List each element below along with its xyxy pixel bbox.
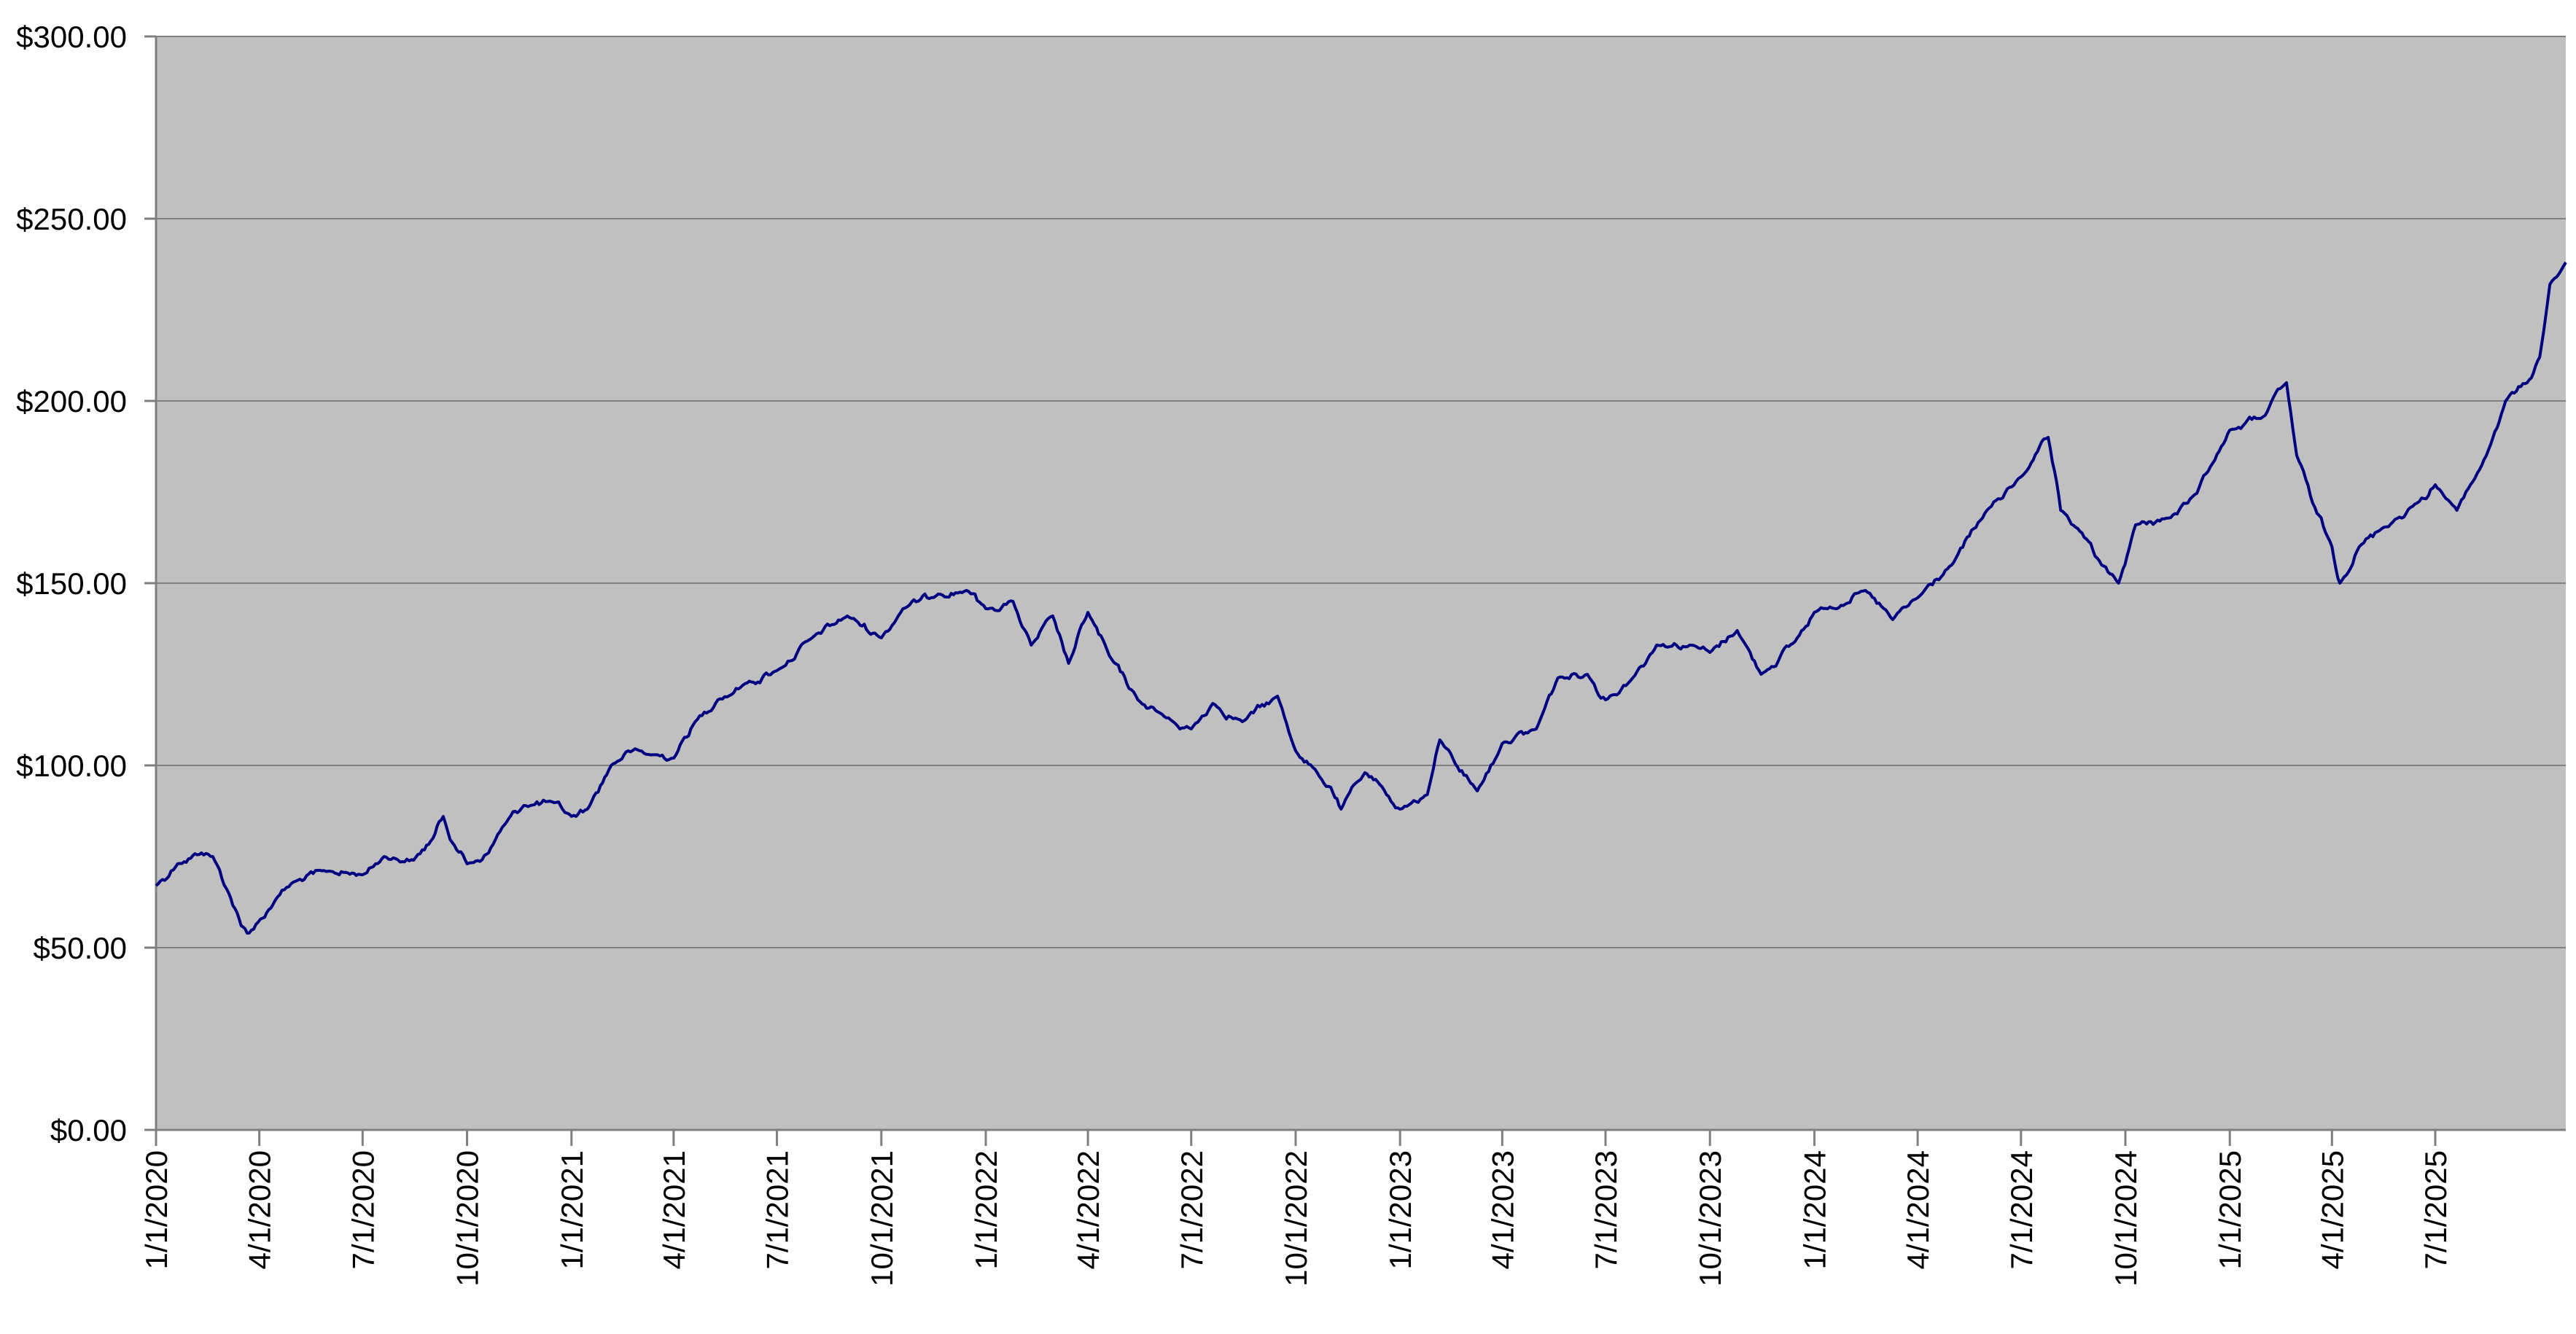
x-tick-label-7: 10/1/2021: [865, 1150, 899, 1287]
x-tick-label-6: 7/1/2021: [760, 1150, 795, 1270]
x-tick-label-1: 4/1/2020: [243, 1150, 277, 1270]
y-tick-label-5: $250.00: [16, 202, 127, 236]
x-tick-label-8: 1/1/2022: [969, 1150, 1003, 1270]
x-tick-label-15: 10/1/2023: [1693, 1150, 1727, 1287]
x-tick-label-22: 7/1/2025: [2419, 1150, 2453, 1270]
y-tick-label-3: $150.00: [16, 566, 127, 601]
price-series: [155, 261, 2567, 935]
x-tick-label-14: 7/1/2023: [1589, 1150, 1623, 1270]
y-tick-label-1: $50.00: [34, 931, 127, 965]
x-tick-label-17: 4/1/2024: [1901, 1150, 1935, 1270]
x-tick-label-4: 1/1/2021: [555, 1150, 589, 1270]
y-tick-label-6: $300.00: [16, 20, 127, 54]
x-tick-label-0: 1/1/2020: [139, 1150, 174, 1270]
series-line: [155, 261, 2567, 935]
x-tick-label-20: 1/1/2025: [2213, 1150, 2247, 1270]
x-axis-tick-labels: 1/1/2020 4/1/2020 7/1/2020 10/1/2020 1/1/202…: [139, 1150, 2453, 1287]
x-tick-label-11: 10/1/2022: [1279, 1150, 1313, 1287]
x-tick-label-19: 10/1/2024: [2109, 1150, 2143, 1287]
y-tick-label-2: $100.00: [16, 749, 127, 783]
axes: [144, 35, 2566, 1146]
x-tick-label-10: 7/1/2022: [1175, 1150, 1209, 1270]
x-tick-label-12: 1/1/2023: [1383, 1150, 1417, 1270]
x-tick-label-13: 4/1/2023: [1485, 1150, 1519, 1270]
gridlines: [156, 36, 2566, 948]
x-tick-label-21: 4/1/2025: [2315, 1150, 2349, 1270]
y-tick-label-0: $0.00: [50, 1113, 127, 1147]
x-tick-label-3: 10/1/2020: [451, 1150, 485, 1287]
x-tick-label-16: 1/1/2024: [1797, 1150, 1832, 1270]
y-tick-label-4: $200.00: [16, 384, 127, 418]
x-tick-label-5: 4/1/2021: [657, 1150, 691, 1270]
x-tick-label-2: 7/1/2020: [346, 1150, 380, 1270]
y-axis-tick-labels: $0.00 $50.00 $100.00 $150.00 $200.00 $250.00 $…: [16, 20, 127, 1147]
x-tick-label-9: 4/1/2022: [1071, 1150, 1105, 1270]
x-tick-label-18: 7/1/2024: [2004, 1150, 2039, 1270]
